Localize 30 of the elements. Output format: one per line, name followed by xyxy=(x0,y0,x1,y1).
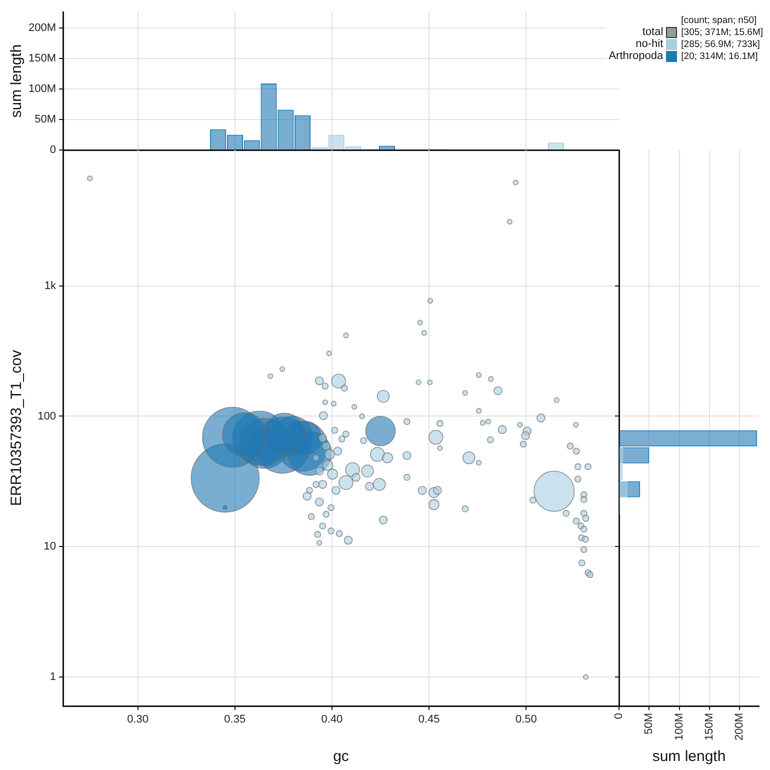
x-tick-label: 50M xyxy=(643,713,656,734)
legend-label: no-hit xyxy=(634,38,664,50)
text: total xyxy=(641,26,664,38)
x-tick-label: 0.40 xyxy=(321,714,343,726)
y-tick-label: 0 xyxy=(50,144,56,156)
y-tick-label: 150M xyxy=(28,52,56,64)
x-axis-title: sum length xyxy=(652,748,726,766)
y-tick-label: 50M xyxy=(34,114,56,126)
x-tick-label: 0.35 xyxy=(224,714,246,726)
x-tick-label: 0.30 xyxy=(127,714,148,726)
y-tick-label: 200M xyxy=(28,22,56,34)
y-tick-label: 1 xyxy=(50,671,56,684)
x-tick-label: 100M xyxy=(673,713,686,741)
x-tick-label: 200M xyxy=(734,713,746,741)
x-tick-label: 0.50 xyxy=(515,714,537,726)
y-tick-label: 100 xyxy=(38,410,56,422)
text: [20; 314M; 16.1M] xyxy=(681,51,759,62)
y-tick-label: 1k xyxy=(44,280,56,292)
x-axis-title: gc xyxy=(333,748,350,766)
legend-title: [count; span; n50] xyxy=(681,15,758,26)
legend-label: Arthropoda xyxy=(608,50,664,62)
x-tick-label: 0.45 xyxy=(418,714,440,726)
text: [285; 56.9M; 733k] xyxy=(681,39,761,50)
x-tick-label: 0 xyxy=(613,713,626,720)
text: [305; 371M; 15.6M] xyxy=(681,27,763,38)
y-axis-title: ERR10357393_T1_cov xyxy=(8,350,26,506)
y-axis-title: sum length xyxy=(8,44,26,118)
y-tick-label: 10 xyxy=(44,540,56,553)
y-tick-label: 100M xyxy=(28,82,56,95)
x-tick-label: 150M xyxy=(704,713,716,741)
